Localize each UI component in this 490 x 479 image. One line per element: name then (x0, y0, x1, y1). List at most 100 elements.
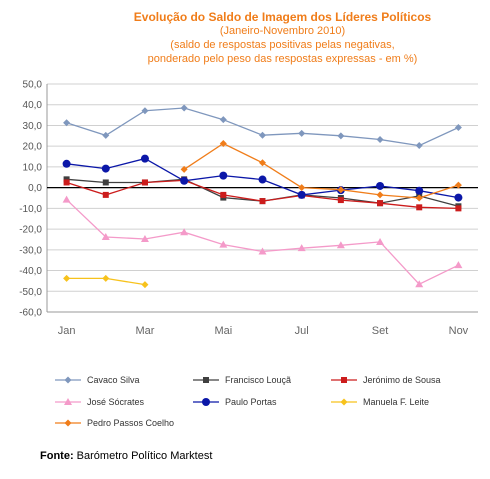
data-point (180, 228, 189, 236)
chart-subtitle-line-3: ponderado pelo peso das respostas expres… (147, 53, 418, 65)
y-tick-label: -10,0 (19, 204, 42, 215)
legend-marker (341, 377, 347, 383)
y-tick-label: 20,0 (23, 142, 43, 153)
series-cavaco-silva (63, 104, 462, 150)
data-point (102, 131, 110, 139)
data-point (102, 179, 109, 186)
data-point (259, 131, 266, 139)
data-point (180, 104, 188, 112)
data-point (102, 274, 110, 282)
data-point (376, 191, 384, 199)
data-point (101, 164, 110, 173)
chart-subtitle-line-1: (Janeiro-Novembro 2010) (219, 25, 346, 37)
data-point (454, 124, 462, 132)
legend-label: Manuela F. Leite (363, 397, 430, 407)
data-point (377, 200, 384, 207)
data-point (258, 247, 267, 255)
chart-title-block: Evolução do Saldo de Imagem dos Líderes … (110, 10, 455, 66)
legend-swatch (55, 376, 81, 384)
legend-swatch (193, 398, 219, 406)
data-point (454, 193, 463, 202)
data-point (220, 191, 227, 198)
series-pedro-passos-coelho (180, 139, 462, 202)
data-point (140, 154, 149, 163)
legend-label: Paulo Portas (225, 397, 277, 407)
source-label: Fonte: (40, 450, 74, 462)
data-point (141, 281, 149, 289)
data-point (415, 186, 424, 195)
data-point (376, 237, 385, 245)
y-tick-label: 30,0 (23, 121, 43, 132)
legend-label: José Sócrates (87, 397, 145, 407)
data-point (337, 186, 345, 194)
data-point (336, 241, 345, 249)
y-tick-label: 10,0 (23, 162, 43, 173)
series-line (183, 142, 459, 199)
data-point (376, 181, 385, 190)
legend-label: Jerónimo de Sousa (363, 375, 441, 385)
y-tick-label: -20,0 (19, 225, 42, 236)
data-point (297, 244, 306, 252)
source-note: Fonte: Barómetro Político Marktest (40, 450, 212, 462)
x-tick-label: Jul (295, 325, 309, 337)
data-point (298, 184, 306, 192)
y-tick-label: 50,0 (23, 80, 43, 91)
data-point (259, 198, 266, 205)
data-point (297, 190, 306, 199)
data-point (219, 240, 228, 248)
x-tick-label: Jan (58, 325, 76, 337)
series-paulo-portas (62, 154, 463, 202)
data-point (140, 235, 149, 243)
y-tick-label: -30,0 (19, 245, 42, 256)
legend-swatch (55, 419, 81, 427)
y-tick-label: 0,0 (28, 183, 42, 194)
chart-subtitle-line-2: (saldo de respostas positivas pelas nega… (170, 39, 395, 51)
data-point (63, 176, 70, 183)
data-point (63, 179, 70, 186)
legend-marker (64, 376, 72, 384)
data-point (219, 171, 228, 180)
chart-title: Evolução do Saldo de Imagem dos Líderes … (133, 10, 432, 24)
series-manuela-f-leite (63, 274, 149, 289)
legend-marker (203, 377, 209, 383)
y-tick-label: -60,0 (19, 308, 42, 319)
legend-swatch (331, 398, 357, 406)
data-point (415, 194, 423, 202)
series-jose-socrates (62, 195, 463, 288)
y-tick-label: -40,0 (19, 266, 42, 277)
data-point (63, 119, 71, 127)
line-chart: 50,0 40,0 30,0 20,0 10,0 0,0 -10,0 -20,0 -30,0 -4… (19, 80, 478, 337)
data-point (180, 176, 189, 185)
source-text: Barómetro Político Marktest (76, 450, 213, 462)
y-tick-label: -50,0 (19, 287, 42, 298)
data-point (102, 191, 109, 198)
data-point (141, 179, 148, 186)
series-line (66, 179, 459, 210)
data-point (101, 232, 110, 240)
data-point (416, 204, 423, 211)
data-point (454, 261, 463, 269)
data-point (455, 205, 462, 212)
x-tick-label: Mai (214, 325, 232, 337)
data-point (415, 280, 424, 288)
data-point (337, 132, 345, 140)
data-point (219, 116, 227, 124)
legend-marker (64, 419, 72, 427)
data-point (415, 142, 423, 150)
data-point (337, 197, 344, 204)
series-line (66, 199, 459, 285)
legend-swatch (55, 398, 81, 405)
data-point (180, 165, 188, 173)
legend-label: Francisco Louçã (225, 375, 292, 385)
x-tick-label: Set (372, 325, 389, 337)
series-line (66, 107, 459, 147)
data-point (258, 175, 267, 184)
y-tick-label: 40,0 (23, 100, 43, 111)
data-point (141, 107, 149, 115)
legend-marker (340, 398, 348, 406)
legend-swatch (331, 377, 357, 383)
data-point (219, 139, 227, 147)
data-point (454, 181, 462, 189)
data-point (376, 136, 384, 144)
data-point (62, 195, 71, 203)
